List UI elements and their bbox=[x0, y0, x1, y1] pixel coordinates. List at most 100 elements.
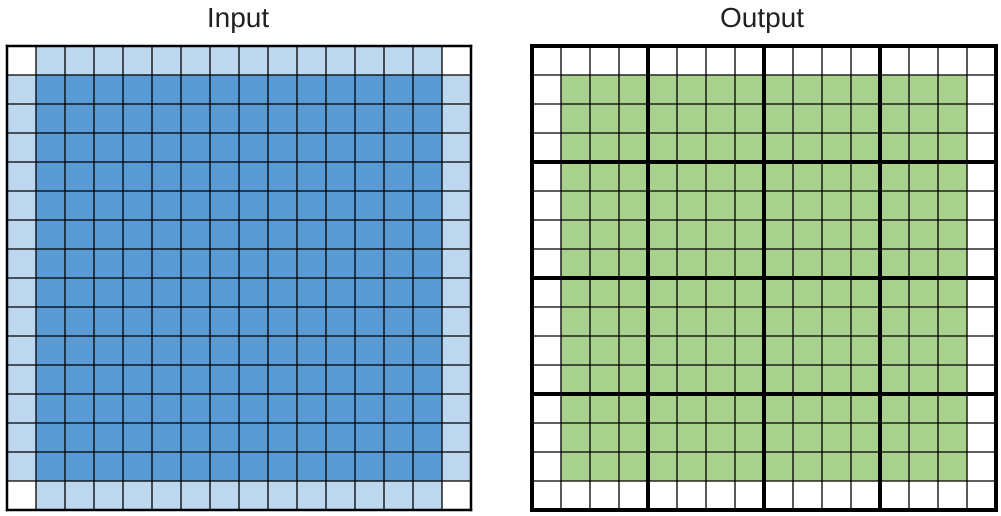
output-empty-cell bbox=[561, 481, 590, 510]
output-filled-cell bbox=[706, 191, 735, 220]
input-halo-cell bbox=[7, 220, 36, 249]
output-filled-cell bbox=[648, 452, 677, 481]
output-filled-cell bbox=[735, 365, 764, 394]
output-filled-cell bbox=[938, 133, 967, 162]
input-grid bbox=[5, 44, 473, 512]
input-interior-cell bbox=[94, 191, 123, 220]
input-interior-cell bbox=[152, 220, 181, 249]
output-filled-cell bbox=[909, 278, 938, 307]
output-filled-cell bbox=[619, 394, 648, 423]
output-filled-cell bbox=[880, 220, 909, 249]
input-interior-cell bbox=[94, 162, 123, 191]
input-interior-cell bbox=[94, 423, 123, 452]
output-filled-cell bbox=[561, 423, 590, 452]
input-interior-cell bbox=[152, 423, 181, 452]
input-halo-cell bbox=[7, 423, 36, 452]
input-halo-cell bbox=[442, 191, 471, 220]
input-interior-cell bbox=[210, 423, 239, 452]
input-interior-cell bbox=[36, 104, 65, 133]
input-interior-cell bbox=[65, 394, 94, 423]
output-empty-cell bbox=[648, 481, 677, 510]
input-interior-cell bbox=[94, 75, 123, 104]
input-interior-cell bbox=[326, 452, 355, 481]
output-filled-cell bbox=[590, 220, 619, 249]
input-interior-cell bbox=[268, 133, 297, 162]
output-filled-cell bbox=[561, 191, 590, 220]
input-interior-cell bbox=[152, 394, 181, 423]
output-empty-cell bbox=[967, 249, 996, 278]
output-filled-cell bbox=[561, 394, 590, 423]
output-filled-cell bbox=[851, 220, 880, 249]
output-filled-cell bbox=[619, 191, 648, 220]
output-filled-cell bbox=[851, 104, 880, 133]
input-interior-cell bbox=[413, 307, 442, 336]
input-interior-cell bbox=[268, 104, 297, 133]
input-interior-cell bbox=[268, 394, 297, 423]
output-empty-cell bbox=[532, 336, 561, 365]
output-filled-cell bbox=[764, 423, 793, 452]
output-filled-cell bbox=[909, 336, 938, 365]
input-interior-cell bbox=[152, 365, 181, 394]
output-empty-cell bbox=[967, 220, 996, 249]
input-halo-cell bbox=[123, 481, 152, 510]
input-halo-cell bbox=[181, 481, 210, 510]
input-halo-cell bbox=[210, 481, 239, 510]
output-filled-cell bbox=[793, 365, 822, 394]
input-halo-cell bbox=[326, 481, 355, 510]
input-halo-cell bbox=[268, 481, 297, 510]
output-filled-cell bbox=[648, 162, 677, 191]
input-interior-cell bbox=[413, 133, 442, 162]
output-filled-cell bbox=[590, 162, 619, 191]
output-empty-cell bbox=[967, 133, 996, 162]
output-empty-cell bbox=[967, 365, 996, 394]
output-filled-cell bbox=[706, 220, 735, 249]
input-interior-cell bbox=[384, 104, 413, 133]
output-filled-cell bbox=[909, 365, 938, 394]
input-interior-cell bbox=[268, 365, 297, 394]
input-interior-cell bbox=[152, 75, 181, 104]
input-interior-cell bbox=[65, 423, 94, 452]
output-empty-cell bbox=[764, 481, 793, 510]
output-filled-cell bbox=[764, 104, 793, 133]
input-halo-cell bbox=[7, 75, 36, 104]
output-filled-cell bbox=[561, 75, 590, 104]
output-filled-cell bbox=[706, 394, 735, 423]
input-halo-cell bbox=[239, 481, 268, 510]
output-filled-cell bbox=[822, 75, 851, 104]
output-filled-cell bbox=[764, 452, 793, 481]
output-filled-cell bbox=[648, 278, 677, 307]
output-filled-cell bbox=[764, 307, 793, 336]
input-interior-cell bbox=[123, 75, 152, 104]
output-empty-cell bbox=[967, 452, 996, 481]
input-interior-cell bbox=[152, 249, 181, 278]
input-interior-cell bbox=[413, 162, 442, 191]
output-filled-cell bbox=[909, 162, 938, 191]
output-filled-cell bbox=[590, 452, 619, 481]
input-interior-cell bbox=[297, 394, 326, 423]
output-filled-cell bbox=[706, 104, 735, 133]
output-filled-cell bbox=[793, 249, 822, 278]
output-filled-cell bbox=[677, 423, 706, 452]
input-interior-cell bbox=[239, 365, 268, 394]
output-empty-cell bbox=[532, 423, 561, 452]
input-interior-cell bbox=[268, 278, 297, 307]
input-interior-cell bbox=[297, 133, 326, 162]
output-filled-cell bbox=[822, 133, 851, 162]
output-empty-cell bbox=[967, 278, 996, 307]
input-interior-cell bbox=[355, 452, 384, 481]
output-filled-cell bbox=[851, 365, 880, 394]
input-halo-cell bbox=[326, 46, 355, 75]
output-empty-cell bbox=[967, 336, 996, 365]
input-halo-cell bbox=[442, 423, 471, 452]
output-filled-cell bbox=[851, 452, 880, 481]
input-interior-cell bbox=[268, 423, 297, 452]
input-interior-cell bbox=[36, 423, 65, 452]
input-interior-cell bbox=[384, 133, 413, 162]
output-filled-cell bbox=[822, 104, 851, 133]
output-filled-cell bbox=[764, 162, 793, 191]
input-interior-cell bbox=[123, 307, 152, 336]
input-interior-cell bbox=[94, 278, 123, 307]
output-empty-cell bbox=[532, 278, 561, 307]
output-filled-cell bbox=[909, 452, 938, 481]
output-filled-cell bbox=[619, 278, 648, 307]
